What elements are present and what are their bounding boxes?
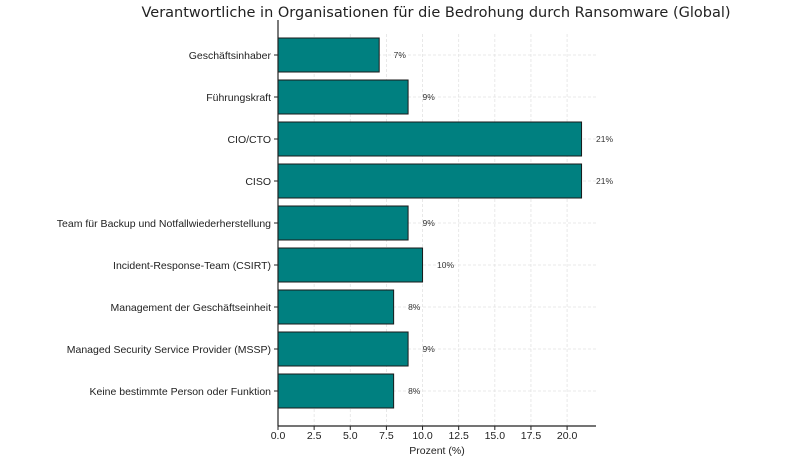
y-tick-label: Management der Geschäftseinheit xyxy=(110,302,271,314)
y-tick-label: Führungskraft xyxy=(206,92,271,104)
bar xyxy=(277,289,395,325)
axes: 0.0 2.5 5.0 7.5 10.0 12.5 15.0 17.5 20.0 Geschäft… xyxy=(57,20,596,442)
y-tick-label: Incident-Response-Team (CSIRT) xyxy=(113,260,271,272)
data-label: 9% xyxy=(423,92,436,102)
data-label: 9% xyxy=(423,344,436,354)
x-tick-label: 5.0 xyxy=(343,430,358,442)
data-label: 8% xyxy=(408,302,421,312)
data-label: 9% xyxy=(423,218,436,228)
x-tick-label: 12.5 xyxy=(448,430,469,442)
data-label: 21% xyxy=(596,134,613,144)
data-label: 7% xyxy=(394,50,407,60)
data-label: 10% xyxy=(437,260,454,270)
bar xyxy=(277,79,409,115)
bar xyxy=(277,163,583,199)
x-axis-label: Prozent (%) xyxy=(409,445,464,457)
x-tick-label: 15.0 xyxy=(485,430,506,442)
bar xyxy=(277,205,409,241)
y-tick-label: CIO/CTO xyxy=(227,134,271,146)
x-tick-label: 7.5 xyxy=(379,430,394,442)
chart-title: Verantwortliche in Organisationen für di… xyxy=(141,5,730,21)
y-tick-label: Keine bestimmte Person oder Funktion xyxy=(89,386,271,398)
bar xyxy=(277,373,395,409)
data-label: 8% xyxy=(408,386,421,396)
y-tick-label: Team für Backup und Notfallwiederherstel… xyxy=(57,218,271,230)
y-tick-label: CISO xyxy=(245,176,271,188)
x-tick-label: 17.5 xyxy=(521,430,542,442)
bar xyxy=(277,331,409,367)
data-label: 21% xyxy=(596,176,613,186)
y-tick-label: Geschäftsinhaber xyxy=(189,50,272,62)
y-tick-label: Managed Security Service Provider (MSSP) xyxy=(67,344,271,356)
x-tick-label: 20.0 xyxy=(557,430,578,442)
x-tick-label: 10.0 xyxy=(412,430,433,442)
x-tick-label: 2.5 xyxy=(307,430,322,442)
bar xyxy=(277,121,583,157)
bar xyxy=(277,37,380,73)
bar xyxy=(277,247,424,283)
x-tick-label: 0.0 xyxy=(271,430,286,442)
